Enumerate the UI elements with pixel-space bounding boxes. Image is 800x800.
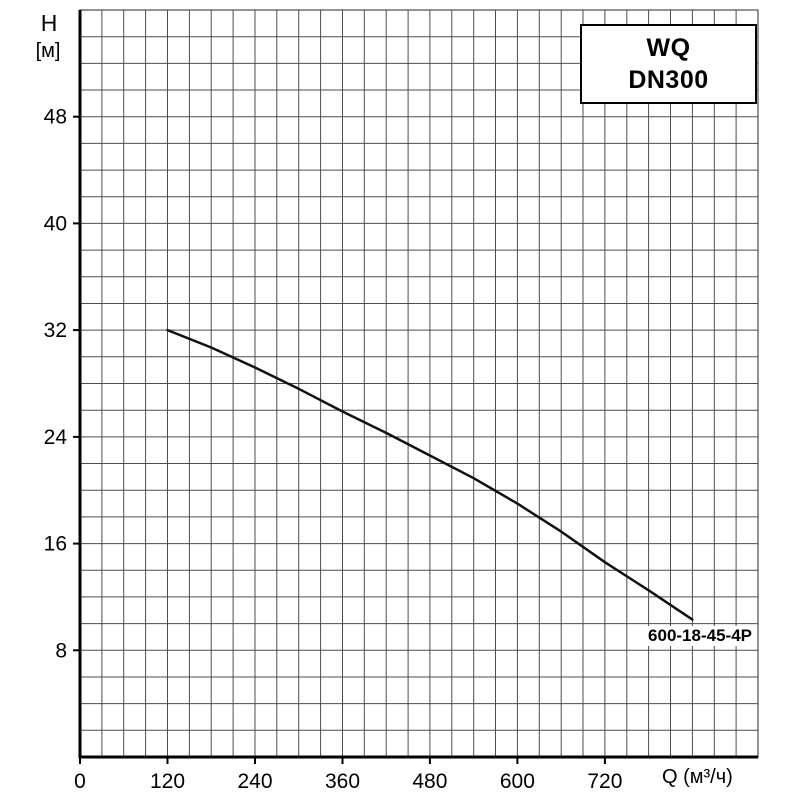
y-axis-unit: [м] [35, 40, 61, 62]
x-tick-label: 0 [74, 770, 86, 793]
y-tick-label: 32 [44, 319, 67, 342]
x-tick-label: 240 [237, 770, 272, 793]
x-tick-label: 720 [587, 770, 622, 793]
y-tick-label: 40 [44, 212, 67, 235]
series-size-label: DN300 [628, 66, 709, 94]
x-tick-label: 360 [325, 770, 360, 793]
series-name-label: WQ [646, 33, 691, 62]
y-axis-title: H [40, 10, 58, 36]
x-tick-label: 480 [412, 770, 447, 793]
model-series-box: WQ DN300 [580, 24, 757, 104]
x-tick-label: 600 [500, 770, 535, 793]
x-axis-title: Q (м³/ч) [662, 766, 733, 788]
y-tick-label: 24 [44, 426, 68, 449]
y-tick-label: 8 [55, 639, 67, 662]
x-tick-label: 120 [150, 770, 185, 793]
y-tick-label: 48 [44, 106, 67, 129]
curve-label: 600-18-45-4P [645, 626, 755, 646]
y-tick-label: 16 [44, 533, 67, 556]
pump-curve [166, 328, 694, 621]
